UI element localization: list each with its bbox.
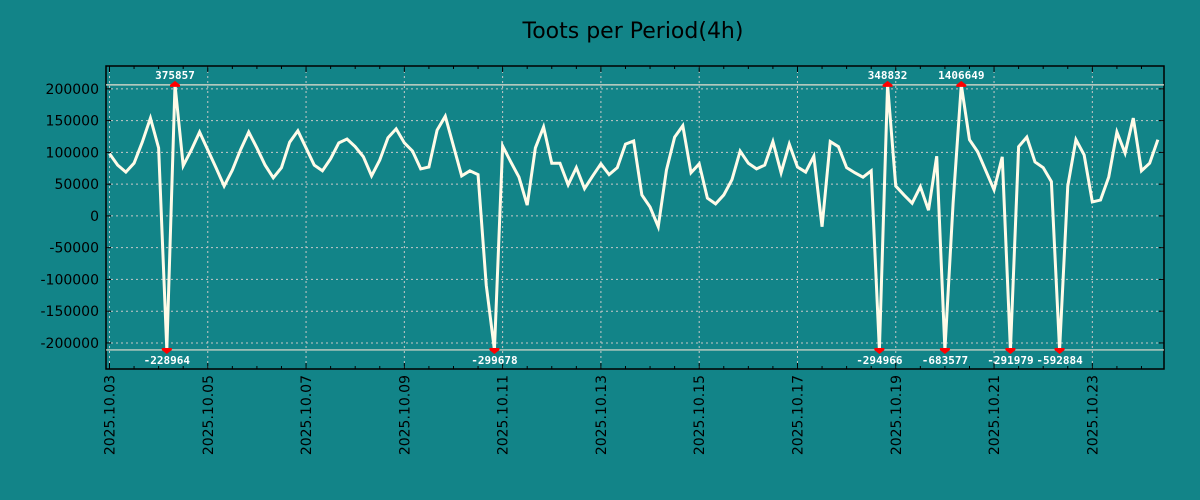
y-tick-label: 150000 xyxy=(46,114,99,130)
y-tick-label: -100000 xyxy=(41,272,100,288)
clip-marker-label: 348832 xyxy=(868,69,908,82)
x-tick-label: 2025.10.05 xyxy=(201,375,217,455)
clip-marker-down xyxy=(939,347,950,354)
clip-marker-label: -299678 xyxy=(471,354,517,367)
x-tick-label: 2025.10.09 xyxy=(397,375,413,455)
x-tick-label: 2025.10.13 xyxy=(594,375,610,455)
clip-marker-label: -294966 xyxy=(856,354,903,367)
clip-markers: -228964 375857 -299678 -294966 348832 -683577… xyxy=(144,69,1083,367)
clip-marker-down xyxy=(161,347,172,354)
y-tick-label: 200000 xyxy=(46,82,99,98)
x-tick-label: 2025.10.15 xyxy=(692,375,708,455)
grid xyxy=(106,66,1164,369)
x-tick-label: 2025.10.11 xyxy=(496,375,512,455)
clip-marker-label: 1406649 xyxy=(938,69,984,82)
clip-marker-down xyxy=(1005,347,1016,354)
clip-marker-label: -291979 xyxy=(987,354,1033,367)
y-tick-label: 0 xyxy=(90,209,99,225)
series xyxy=(108,84,1160,351)
x-tick-label: 2025.10.07 xyxy=(299,375,315,455)
series-line xyxy=(108,84,1160,351)
plot-frame xyxy=(105,65,1165,370)
clip-marker-label: -228964 xyxy=(144,354,191,367)
clip-marker-label: -592884 xyxy=(1036,354,1083,367)
x-tick-label: 2025.10.19 xyxy=(889,375,905,455)
y-tick-label: 50000 xyxy=(54,177,99,193)
axes: 200000 150000 100000 50000 0 -50000 -100000 -15… xyxy=(41,65,1165,455)
clip-marker-up xyxy=(882,80,893,87)
x-tick-label: 2025.10.23 xyxy=(1085,375,1101,455)
x-tick-label: 2025.10.17 xyxy=(790,375,806,455)
clip-marker-down xyxy=(874,347,885,354)
chart-title: Toots per Period(4h) xyxy=(522,19,744,44)
clip-marker-down xyxy=(489,347,500,354)
y-tick-label: -150000 xyxy=(41,304,100,320)
y-tick-label: 100000 xyxy=(46,145,99,161)
x-tick-label: 2025.10.21 xyxy=(987,375,1003,455)
y-tick-label: -200000 xyxy=(41,336,100,352)
clip-marker-label: 375857 xyxy=(155,69,195,82)
x-tick-label: 2025.10.03 xyxy=(102,375,118,455)
clip-marker-down xyxy=(1054,347,1065,354)
clip-marker-up xyxy=(956,80,967,87)
y-tick-label: -50000 xyxy=(49,241,99,257)
clip-marker-up xyxy=(170,80,181,87)
clip-marker-label: -683577 xyxy=(922,354,968,367)
